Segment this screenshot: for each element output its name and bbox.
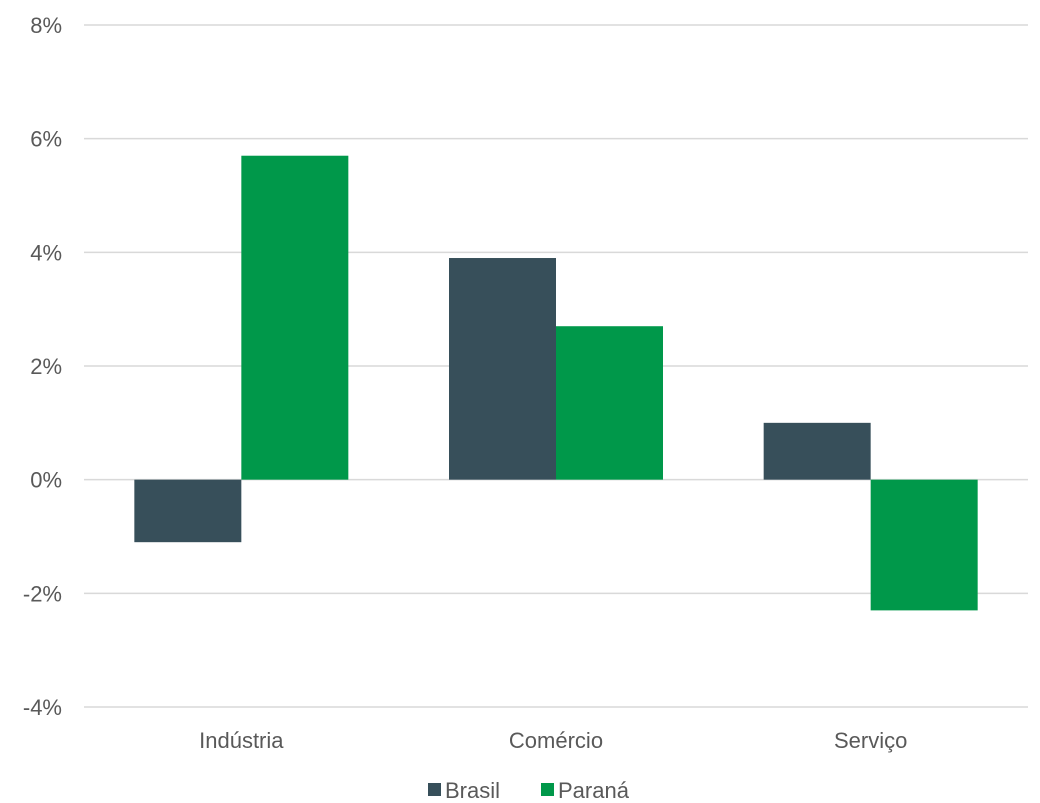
y-tick-label: 6% (30, 127, 62, 152)
legend-swatch (428, 783, 441, 796)
legend-swatch (541, 783, 554, 796)
bar-paraná-2 (556, 326, 663, 480)
y-tick-label: 0% (30, 468, 62, 493)
x-tick-label: Comércio (509, 728, 603, 753)
legend-label: Paraná (558, 778, 630, 803)
y-tick-label: 2% (30, 354, 62, 379)
bar-paraná-1 (241, 155, 349, 480)
x-tick-label: Serviço (834, 728, 907, 753)
bars (134, 155, 978, 611)
x-axis-tick-labels: Indústria Comércio Serviço (199, 728, 907, 753)
bar-brasil-1 (134, 479, 242, 543)
bar-brasil-3 (763, 422, 871, 480)
y-axis-tick-labels: 8% 6% 4% 2% 0% -2% -4% (23, 13, 62, 720)
bar-brasil-2 (449, 258, 556, 480)
y-tick-label: -4% (23, 695, 62, 720)
legend-label: Brasil (445, 778, 500, 803)
y-tick-label: 8% (30, 13, 62, 38)
x-tick-label: Indústria (199, 728, 284, 753)
bar-paraná-3 (870, 479, 978, 611)
y-tick-label: -2% (23, 581, 62, 606)
legend: Brasil Paraná (428, 778, 630, 803)
y-tick-label: 4% (30, 240, 62, 265)
